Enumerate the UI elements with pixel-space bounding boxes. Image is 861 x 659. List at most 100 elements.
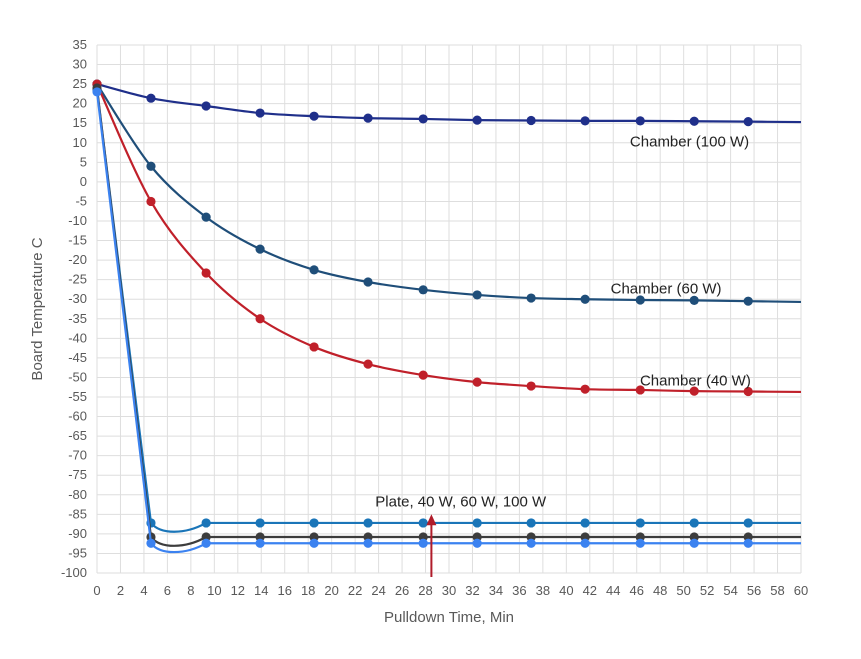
data-point bbox=[743, 386, 753, 397]
data-point bbox=[363, 277, 373, 287]
y-tick-label: -85 bbox=[68, 506, 87, 521]
data-point bbox=[635, 116, 645, 126]
y-tick-label: -100 bbox=[61, 565, 87, 580]
x-tick-label: 28 bbox=[418, 583, 432, 598]
x-tick-label: 30 bbox=[442, 583, 456, 598]
data-point bbox=[255, 314, 265, 324]
x-tick-label: 46 bbox=[629, 583, 643, 598]
data-point bbox=[363, 359, 373, 369]
data-point bbox=[418, 285, 428, 295]
x-tick-label: 48 bbox=[653, 583, 667, 598]
x-tick-label: 20 bbox=[324, 583, 338, 598]
x-axis-label: Pulldown Time, Min bbox=[384, 609, 514, 626]
y-tick-label: -25 bbox=[68, 272, 87, 287]
y-tick-label: -40 bbox=[68, 330, 87, 345]
data-point bbox=[743, 538, 753, 548]
x-tick-label: 10 bbox=[207, 583, 221, 598]
x-axis-ticks: 0 2 4 6 8 10 12 14 16 18 20 22 24 26 28 30 32 34 36 38 40 42 4… bbox=[93, 583, 808, 598]
y-tick-label: 30 bbox=[73, 57, 87, 72]
x-tick-label: 38 bbox=[536, 583, 550, 598]
series-chamber-40-w- bbox=[92, 79, 802, 397]
x-tick-label: 32 bbox=[465, 583, 479, 598]
series-chamber-100-w- bbox=[92, 79, 802, 127]
x-tick-label: 0 bbox=[93, 583, 100, 598]
y-tick-label: -50 bbox=[68, 369, 87, 384]
x-tick-label: 8 bbox=[187, 583, 194, 598]
data-point bbox=[580, 518, 590, 528]
x-tick-label: 22 bbox=[348, 583, 362, 598]
annotations: Chamber (100 W) Chamber (60 W) Chamber (40… bbox=[375, 134, 751, 511]
data-point bbox=[580, 294, 590, 304]
data-point bbox=[255, 244, 265, 254]
annotation-label: Chamber (40 W) bbox=[640, 372, 751, 389]
data-point bbox=[146, 93, 156, 103]
x-tick-label: 6 bbox=[164, 583, 171, 598]
x-tick-label: 56 bbox=[747, 583, 761, 598]
data-point bbox=[255, 108, 265, 118]
x-tick-label: 26 bbox=[395, 583, 409, 598]
y-tick-label: -30 bbox=[68, 291, 87, 306]
x-tick-label: 58 bbox=[770, 583, 784, 598]
y-tick-label: -80 bbox=[68, 487, 87, 502]
x-tick-label: 54 bbox=[723, 583, 737, 598]
data-point bbox=[472, 518, 482, 528]
x-tick-label: 2 bbox=[117, 583, 124, 598]
data-point bbox=[309, 265, 319, 275]
data-point bbox=[635, 295, 645, 305]
data-point bbox=[255, 518, 265, 528]
x-tick-label: 60 bbox=[794, 583, 808, 598]
data-point bbox=[472, 377, 482, 387]
y-tick-label: 25 bbox=[73, 76, 87, 91]
y-tick-label: -65 bbox=[68, 428, 87, 443]
y-tick-label: 35 bbox=[73, 37, 87, 52]
data-point bbox=[418, 538, 428, 548]
x-tick-label: 34 bbox=[489, 583, 503, 598]
data-point bbox=[309, 538, 319, 548]
data-point bbox=[689, 538, 699, 548]
data-point bbox=[635, 538, 645, 548]
y-tick-label: -90 bbox=[68, 526, 87, 541]
x-tick-label: 44 bbox=[606, 583, 620, 598]
y-tick-label: -55 bbox=[68, 389, 87, 404]
data-point bbox=[146, 538, 156, 548]
series-plate-100-w bbox=[92, 85, 801, 533]
data-point bbox=[580, 538, 590, 548]
y-tick-label: -10 bbox=[68, 213, 87, 228]
y-tick-label: 10 bbox=[73, 135, 87, 150]
data-point bbox=[689, 295, 699, 305]
annotation-label: Chamber (60 W) bbox=[611, 280, 722, 297]
y-tick-label: 15 bbox=[73, 115, 87, 130]
data-point bbox=[418, 114, 428, 124]
x-tick-label: 40 bbox=[559, 583, 573, 598]
data-point bbox=[92, 87, 102, 97]
data-point bbox=[418, 370, 428, 380]
data-point bbox=[363, 518, 373, 528]
y-tick-label: -35 bbox=[68, 311, 87, 326]
x-tick-label: 42 bbox=[583, 583, 597, 598]
data-point bbox=[526, 538, 536, 548]
series-chamber-60-w- bbox=[92, 79, 802, 306]
y-tick-label: 0 bbox=[80, 174, 87, 189]
data-point bbox=[743, 296, 753, 306]
data-point bbox=[743, 518, 753, 528]
arrow-head bbox=[426, 514, 437, 526]
data-point bbox=[689, 518, 699, 528]
data-point bbox=[363, 113, 373, 123]
y-axis-ticks: 35 30 25 20 15 10 5 0 -5 -10 -15 -20 -25 -30 -35 -40 -45… bbox=[61, 37, 87, 580]
x-tick-label: 4 bbox=[140, 583, 147, 598]
y-tick-label: -15 bbox=[68, 233, 87, 248]
data-point bbox=[472, 290, 482, 300]
data-point bbox=[201, 101, 211, 111]
y-tick-label: -60 bbox=[68, 409, 87, 424]
x-tick-label: 12 bbox=[231, 583, 245, 598]
data-point bbox=[526, 293, 536, 303]
y-axis-label: Board Temperature C bbox=[29, 237, 46, 380]
series-group bbox=[92, 79, 802, 554]
data-point bbox=[526, 115, 536, 126]
data-point bbox=[526, 381, 536, 391]
annotation-label: Plate, 40 W, 60 W, 100 W bbox=[375, 494, 547, 511]
data-point bbox=[689, 386, 699, 396]
arrow-annotation bbox=[426, 514, 437, 577]
data-point bbox=[201, 518, 211, 528]
